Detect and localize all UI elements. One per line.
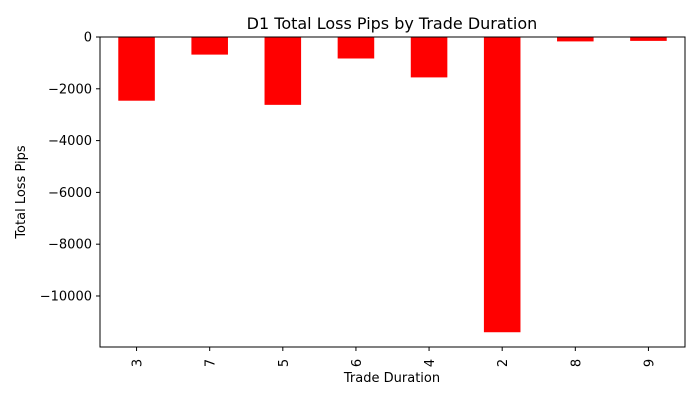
x-axis-label: Trade Duration [343,371,440,386]
bar-9 [630,37,667,41]
y-tick-label-3: −6000 [48,186,92,201]
y-axis: 0 −2000 −4000 −6000 −8000 −10000 [40,31,100,304]
y-axis-label: Total Loss Pips [14,145,29,240]
bar-2 [483,37,521,333]
x-tick-label-8: 8 [569,359,584,367]
x-tick-label-9: 9 [642,359,657,367]
bar-4 [410,37,448,78]
x-tick-label-7: 7 [204,359,219,367]
x-tick-label-5: 5 [277,359,292,367]
chart-title: D1 Total Loss Pips by Trade Duration [247,14,538,33]
x-tick-label-4: 4 [423,359,438,367]
y-tick-label-0: 0 [84,31,92,46]
bars-group [118,37,667,333]
bar-8 [557,37,594,42]
x-tick-label-2: 2 [496,359,511,367]
y-tick-label-4: −8000 [48,238,92,253]
bar-7 [191,37,228,55]
bar-5 [264,37,302,105]
x-axis: 3 7 5 6 4 2 8 9 [131,347,657,367]
bar-3 [118,37,155,101]
y-tick-label-1: −2000 [48,82,92,97]
y-tick-label-2: −4000 [48,134,92,149]
x-tick-label-3: 3 [131,359,146,367]
y-tick-label-5: −10000 [40,289,92,304]
bar-6 [337,37,375,59]
plot-frame [99,36,686,348]
x-tick-label-6: 6 [350,359,365,367]
